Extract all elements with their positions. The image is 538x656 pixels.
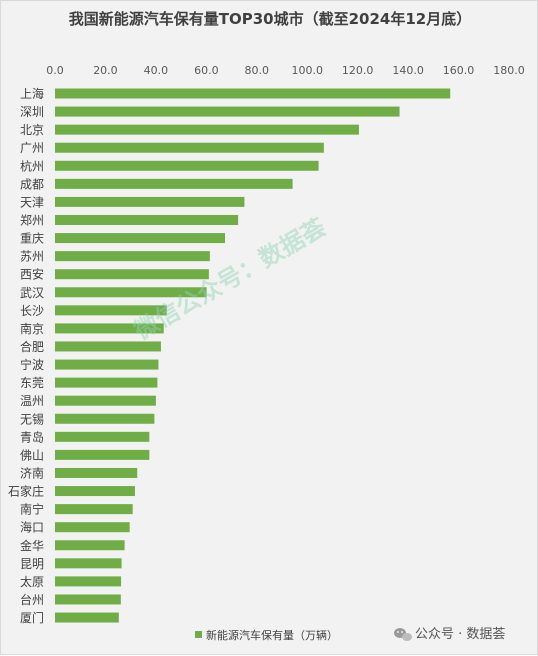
wechat-icon	[394, 628, 412, 641]
bar	[55, 594, 121, 605]
category-label: 成都	[20, 177, 44, 191]
x-tick-label: 180.0	[493, 64, 525, 77]
x-tick-label: 60.0	[194, 64, 219, 77]
bar	[55, 196, 245, 207]
category-label: 金华	[20, 538, 44, 553]
bar	[55, 413, 155, 424]
category-label: 深圳	[20, 105, 44, 119]
bar	[55, 576, 122, 587]
bar	[55, 341, 161, 352]
bar	[55, 612, 119, 623]
chart-title: 我国新能源汽车保有量TOP30城市（截至2024年12月底）	[69, 10, 471, 28]
category-label: 济南	[20, 465, 44, 480]
bar	[55, 323, 164, 334]
category-label: 苏州	[20, 250, 44, 264]
category-label: 南京	[20, 321, 44, 336]
category-label: 广州	[20, 141, 44, 155]
x-tick-label: 80.0	[245, 64, 270, 77]
watermark-text: 微信公众号：数据荟	[129, 213, 331, 346]
x-axis-ticks: 0.0 20.0 40.0 60.0 80.0 100.0 120.0 140.0 160.0 1…	[46, 64, 525, 77]
bar	[55, 251, 210, 262]
category-label: 厦门	[20, 610, 44, 625]
bar	[55, 287, 207, 298]
x-tick-label: 100.0	[291, 64, 323, 77]
category-label: 海口	[20, 520, 44, 535]
x-tick-label: 20.0	[93, 64, 118, 77]
category-label: 合肥	[20, 339, 44, 354]
category-label: 北京	[20, 123, 44, 137]
category-label: 石家庄	[8, 484, 44, 499]
bar	[55, 467, 138, 478]
category-label: 青岛	[20, 429, 44, 444]
category-label: 佛山	[20, 448, 44, 462]
bar	[55, 305, 167, 316]
bar	[55, 449, 150, 460]
category-label: 南宁	[20, 502, 44, 517]
bar	[55, 486, 135, 497]
category-label: 杭州	[20, 158, 44, 173]
x-tick-label: 140.0	[392, 64, 424, 77]
category-label: 无锡	[20, 411, 44, 426]
category-label: 温州	[20, 394, 44, 408]
bar	[55, 233, 225, 244]
bar	[55, 504, 133, 515]
category-label: 上海	[20, 86, 44, 101]
bar	[55, 522, 130, 533]
category-label: 太原	[20, 574, 44, 589]
credit-text: 公众号 · 数据荟	[415, 627, 505, 642]
bar	[55, 377, 158, 388]
category-label: 重庆	[20, 232, 44, 246]
bar	[55, 124, 359, 135]
category-label: 台州	[20, 592, 44, 607]
x-tick-label: 40.0	[144, 64, 169, 77]
bar	[55, 540, 125, 551]
x-tick-label: 0.0	[46, 64, 64, 77]
bar	[55, 359, 159, 370]
category-label: 武汉	[20, 286, 44, 300]
watermark: 微信公众号：数据荟	[129, 213, 331, 346]
bar	[55, 431, 150, 442]
credit: 公众号 · 数据荟	[394, 627, 505, 642]
bar	[55, 269, 209, 280]
category-label: 西安	[20, 267, 44, 282]
category-label: 东莞	[20, 376, 44, 390]
category-labels: 上海深圳北京广州杭州成都天津郑州重庆苏州西安武汉长沙南京合肥宁波东莞温州无锡青岛…	[8, 86, 44, 625]
bar	[55, 214, 239, 225]
x-tick-label: 120.0	[342, 64, 374, 77]
legend-label: 新能源汽车保有量（万辆）	[206, 628, 338, 642]
bar	[55, 88, 451, 99]
category-label: 长沙	[20, 304, 44, 318]
bar	[55, 558, 122, 569]
bar	[55, 106, 400, 117]
category-label: 昆明	[20, 557, 44, 571]
legend: 新能源汽车保有量（万辆）	[195, 628, 338, 642]
bars	[55, 88, 451, 623]
category-label: 天津	[20, 195, 44, 209]
x-tick-label: 160.0	[443, 64, 475, 77]
legend-swatch	[195, 631, 202, 638]
bar	[55, 160, 319, 171]
bar	[55, 395, 156, 406]
category-label: 宁波	[20, 357, 44, 372]
category-label: 郑州	[20, 212, 44, 227]
bar	[55, 178, 293, 189]
bar	[55, 142, 324, 153]
